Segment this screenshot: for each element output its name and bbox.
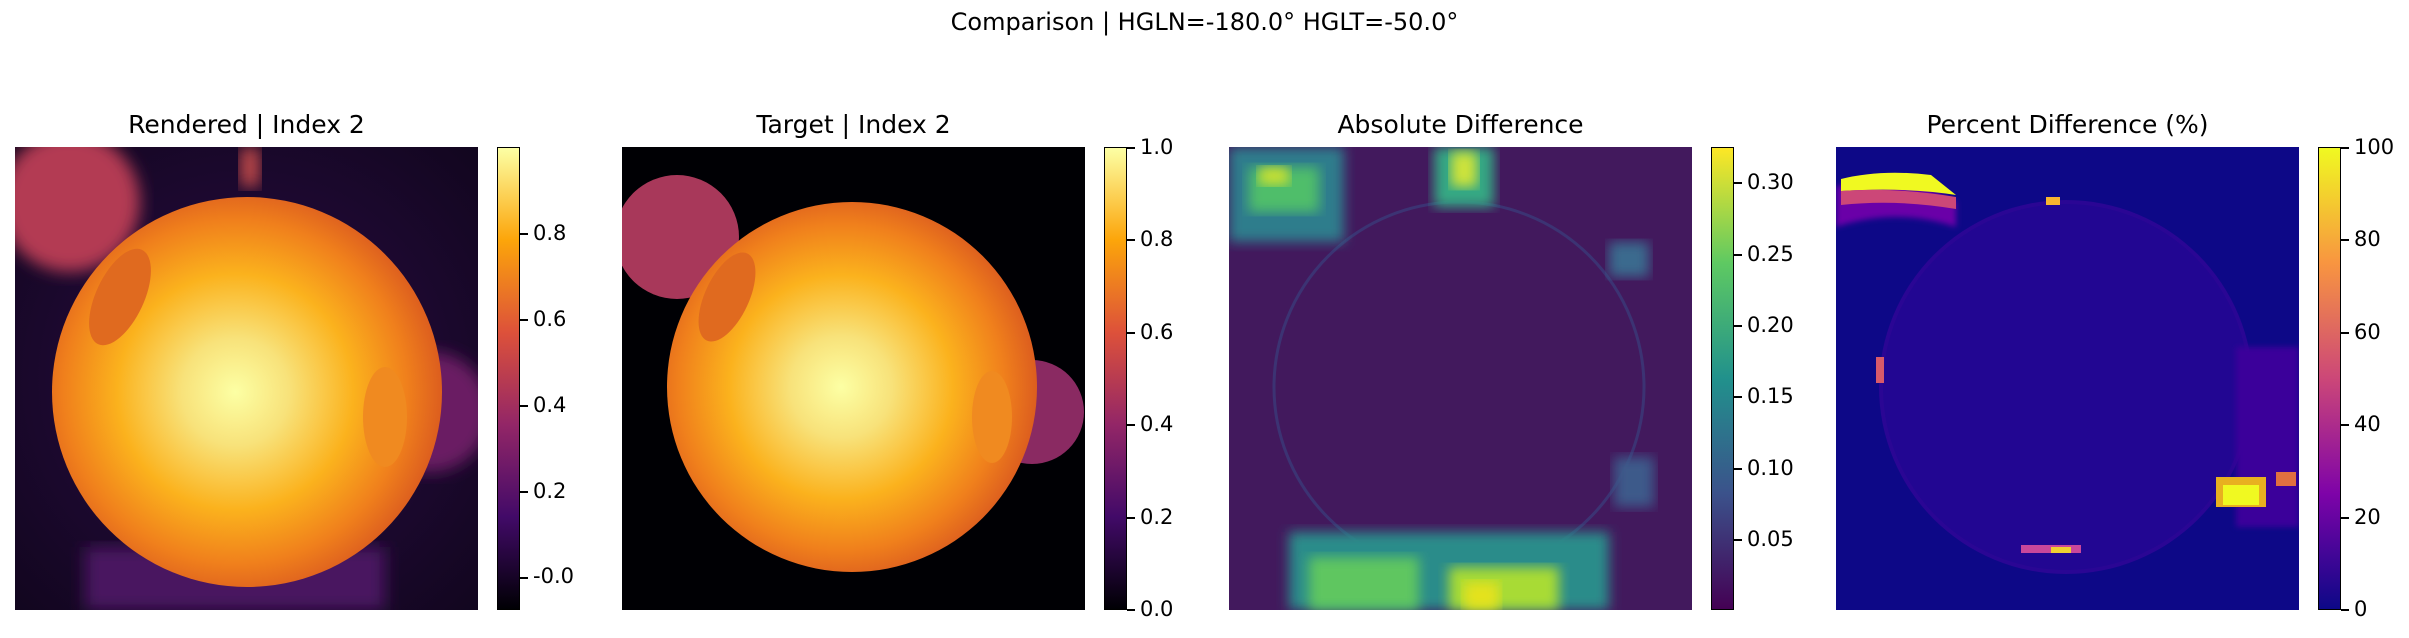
colorbar-absolute-difference-tick [1734,254,1742,256]
colorbar-absolute-difference-tick [1734,539,1742,541]
colorbar-percent-difference-tick-label: 0 [2354,597,2368,621]
colorbar-percent-difference-tick-label: 60 [2354,320,2381,344]
panel-title-percent-difference: Percent Difference (%) [1926,110,2209,139]
colorbar-target-tick-label: 0.4 [1140,412,1174,436]
colorbar-rendered-tick [520,405,528,407]
panel-title-rendered: Rendered | Index 2 [128,110,365,139]
colorbar-absolute-difference-tick-label: 0.05 [1747,527,1794,551]
heatmap-target [622,147,1085,610]
colorbar-percent-difference-tick [2341,517,2349,519]
colorbar-percent-difference-tick-label: 80 [2354,227,2381,251]
colorbar-percent-difference-tick-label: 40 [2354,412,2381,436]
colorbar-target-tick-label: 0.6 [1140,320,1174,344]
colorbar-target-tick [1127,239,1135,241]
colorbar-percent-difference-tick [2341,239,2349,241]
colorbar-percent-difference-tick [2341,147,2349,149]
panel-title-target: Target | Index 2 [756,110,951,139]
colorbar-rendered-tick-label: -0.0 [533,564,574,588]
colorbar-percent-difference-tick [2341,609,2349,611]
colorbar-absolute-difference-tick-label: 0.15 [1747,384,1794,408]
figure-suptitle: Comparison | HGLN=-180.0° HGLT=-50.0° [950,8,1459,36]
colorbar-absolute-difference-tick [1734,396,1742,398]
colorbar-target-tick [1127,424,1135,426]
colorbar-absolute-difference-tick-label: 0.20 [1747,313,1794,337]
colorbar-target-tick-label: 0.8 [1140,227,1174,251]
colorbar-rendered-tick-label: 0.4 [533,393,567,417]
heatmap-rendered [15,147,478,610]
colorbar-percent-difference-tick [2341,424,2349,426]
colorbar-target-tick [1127,332,1135,334]
colorbar-rendered-tick [520,319,528,321]
colorbar-percent-difference-tick [2341,332,2349,334]
colorbar-rendered-tick-label: 0.8 [533,221,567,245]
colorbar-absolute-difference-tick-label: 0.25 [1747,242,1794,266]
colorbar-rendered-tick-label: 0.6 [533,307,567,331]
panel-title-absolute-difference: Absolute Difference [1337,110,1584,139]
heatmap-percent-difference [1836,147,2299,610]
colorbar-target-tick [1127,147,1135,149]
colorbar-target-tick [1127,609,1135,611]
colorbar-percent-difference [2318,147,2341,610]
colorbar-absolute-difference-tick [1734,468,1742,470]
colorbar-rendered [497,147,520,610]
colorbar-absolute-difference-tick [1734,182,1742,184]
colorbar-rendered-tick-label: 0.2 [533,479,567,503]
colorbar-absolute-difference-tick-label: 0.10 [1747,456,1794,480]
colorbar-absolute-difference [1711,147,1734,610]
colorbar-target-tick-label: 0.2 [1140,505,1174,529]
colorbar-target [1104,147,1127,610]
colorbar-target-tick-label: 1.0 [1140,135,1174,159]
colorbar-target-tick-label: 0.0 [1140,597,1174,621]
colorbar-absolute-difference-tick [1734,325,1742,327]
colorbar-percent-difference-tick-label: 100 [2354,135,2395,159]
colorbar-rendered-tick [520,491,528,493]
colorbar-rendered-tick [520,233,528,235]
colorbar-rendered-tick [520,577,528,579]
colorbar-absolute-difference-tick-label: 0.30 [1747,170,1794,194]
colorbar-target-tick [1127,517,1135,519]
heatmap-absolute-difference [1229,147,1692,610]
colorbar-percent-difference-tick-label: 20 [2354,505,2381,529]
